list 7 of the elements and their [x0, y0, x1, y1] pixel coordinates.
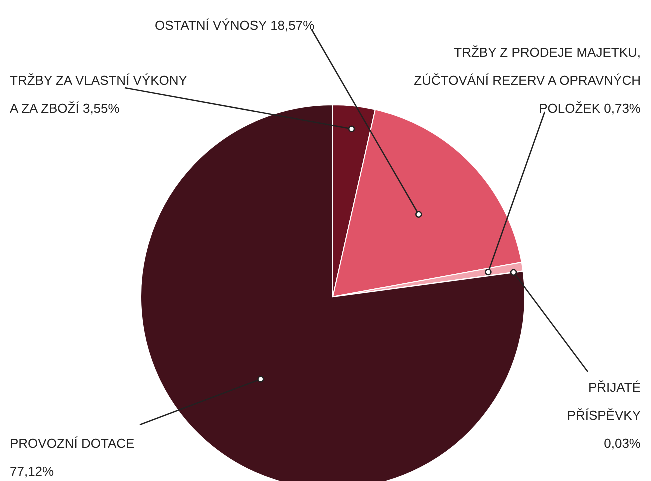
slice-label: PŘIJATÉ PŘÍSPĚVKY: [567, 380, 642, 423]
slice-label: TRŽBY ZA VLASTNÍ VÝKONY A ZA ZBOŽÍ 3,55%: [10, 73, 188, 116]
data-label: 0,03%: [604, 436, 642, 451]
slice-label: TRŽBY Z PRODEJE MAJETKU, ZÚČTOVÁNÍ REZERV A OPRAVNÝCH POLOŽEK 0,73%: [414, 45, 642, 116]
data-label: 77,12%: [10, 464, 55, 479]
slice-label: OSTATNÍ VÝNOSY 18,57%: [155, 18, 316, 33]
slice-label: PROVOZNÍ DOTACE: [10, 436, 136, 451]
